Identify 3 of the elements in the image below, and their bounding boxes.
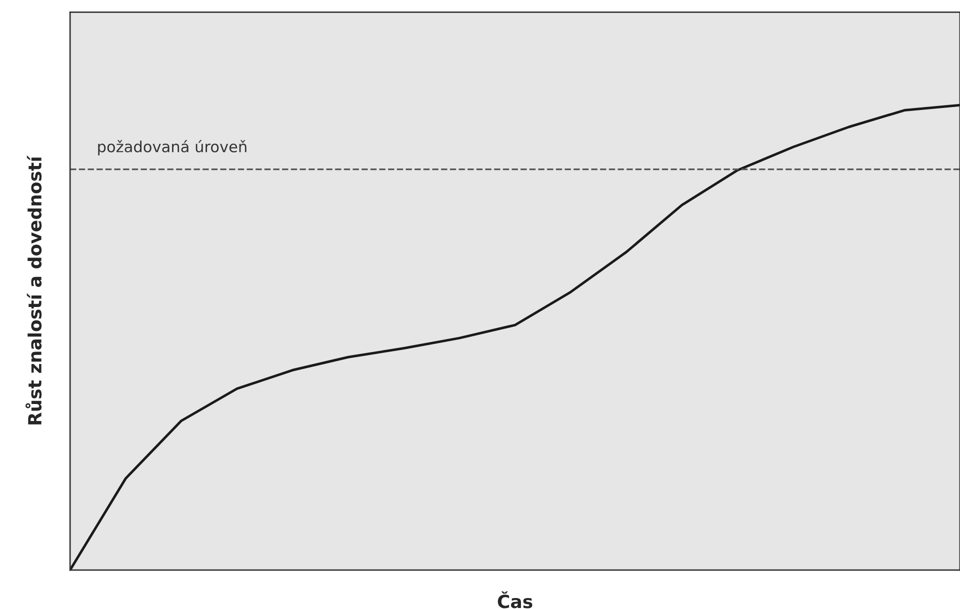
y-axis-title: Růst znalostí a dovedností	[25, 155, 42, 424]
ref-line-label: požadovaná úroveň	[98, 140, 246, 156]
x-axis-title: Čas	[498, 591, 532, 608]
